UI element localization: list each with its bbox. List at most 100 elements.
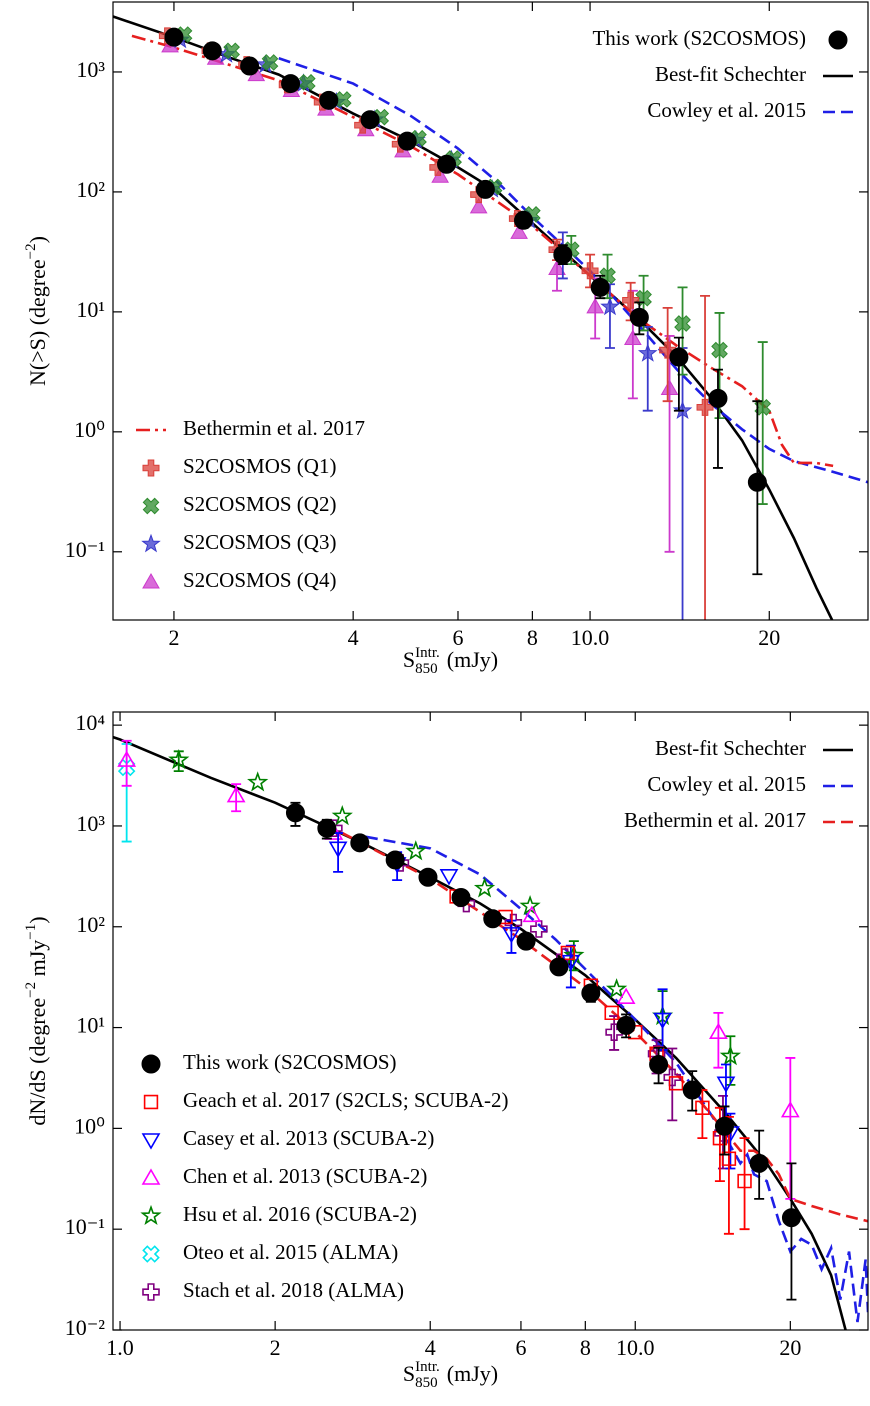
- error-bar: [739, 1137, 750, 1231]
- data-point: [653, 1012, 672, 1030]
- data-point: [319, 90, 339, 110]
- data-point: [581, 983, 601, 1003]
- legend-label: Stach et al. 2018 (ALMA): [183, 1278, 404, 1302]
- data-point: [605, 1023, 623, 1041]
- legend-label: S2COSMOS (Q1): [183, 454, 336, 478]
- curve: [365, 835, 868, 1323]
- x-tick-label: 2: [270, 1335, 281, 1360]
- data-point: [298, 73, 316, 91]
- legend-swatch: [141, 1054, 161, 1074]
- data-point: [708, 388, 728, 408]
- data-point: [117, 750, 137, 767]
- error-bar: [713, 1011, 724, 1069]
- data-point: [502, 927, 521, 944]
- data-point: [451, 888, 471, 908]
- label-part: ): [25, 236, 50, 243]
- data-point: [781, 1208, 801, 1228]
- legend-swatch: [141, 1168, 161, 1185]
- data-point: [475, 179, 495, 199]
- y-tick-label: 10⁰: [74, 417, 105, 442]
- error-bar: [785, 1057, 796, 1200]
- y-tick-label: 10⁻¹: [65, 1214, 105, 1239]
- data-point: [605, 978, 628, 999]
- data-point: [397, 131, 417, 151]
- error-bar: [712, 368, 723, 469]
- label-part: S: [403, 1361, 415, 1386]
- error-bar: [786, 1162, 797, 1301]
- legend-swatch: [141, 1133, 161, 1150]
- label-part: 850: [415, 661, 438, 677]
- x-tick-label: 4: [425, 1335, 436, 1360]
- y-axis-label: dN/dS (degree−2 mJy−1): [23, 916, 50, 1125]
- data-point: [405, 840, 427, 861]
- legend-swatch: [142, 1245, 160, 1263]
- data-point: [516, 931, 536, 951]
- legend-label: S2COSMOS (Q4): [183, 568, 336, 592]
- data-point: [168, 748, 190, 770]
- legend-swatch: [142, 572, 160, 589]
- label-part: ): [25, 916, 50, 923]
- data-point: [483, 909, 503, 929]
- y-tick-label: 10³: [76, 57, 105, 82]
- y-tick-label: 10⁻²: [65, 1315, 106, 1340]
- legend-label: Bethermin et al. 2017: [183, 416, 365, 440]
- x-tick-label: 8: [580, 1335, 591, 1360]
- data-point: [549, 957, 569, 977]
- label-part: N(>S) (degree: [25, 259, 50, 386]
- y-tick-label: 10¹: [76, 297, 105, 322]
- data-point: [164, 27, 184, 47]
- label-part: mJy: [25, 940, 50, 982]
- label-part: −2: [23, 243, 39, 259]
- label-part: S: [403, 647, 415, 672]
- data-point: [616, 987, 636, 1005]
- legend-label: Hsu et al. 2016 (SCUBA-2): [183, 1202, 417, 1226]
- error-bar: [121, 739, 132, 787]
- x-tick-label: 8: [527, 625, 538, 650]
- data-point: [754, 399, 772, 416]
- data-point: [360, 110, 380, 130]
- error-bar: [667, 1047, 678, 1122]
- data-point: [247, 771, 269, 792]
- legend-label: This work (S2COSMOS): [183, 1050, 397, 1074]
- legend-label: Geach et al. 2017 (S2CLS; SCUBA-2): [183, 1088, 508, 1112]
- legend-swatch: [142, 1283, 160, 1301]
- plot-frame: [112, 711, 869, 1331]
- error-bar: [664, 335, 675, 553]
- legend-label: Chen et al. 2013 (SCUBA-2): [183, 1164, 427, 1188]
- data-point: [317, 818, 337, 838]
- label-part: Intr.: [415, 1359, 440, 1375]
- y-tick-label: 10⁴: [75, 710, 105, 735]
- data-point: [586, 297, 605, 314]
- y-tick-label: 10³: [76, 811, 105, 836]
- x-axis-label: SIntr. 850 (mJy): [403, 1359, 498, 1391]
- data-point: [513, 210, 533, 230]
- legend-label: S2COSMOS (Q3): [183, 530, 336, 554]
- y-tick-label: 10⁻¹: [65, 537, 105, 562]
- legend-swatch: [142, 497, 160, 515]
- legend-label: Cowley et al. 2015: [647, 98, 806, 122]
- x-tick-label: 20: [779, 1335, 801, 1360]
- x-tick-label: 10.0: [616, 1335, 655, 1360]
- data-point: [469, 197, 488, 214]
- data-point: [747, 472, 767, 492]
- curve: [341, 831, 868, 1223]
- x-tick-label: 2: [168, 625, 179, 650]
- legend-label: Best-fit Schechter: [655, 736, 806, 760]
- error-bar: [700, 294, 711, 620]
- legend-swatch: [142, 459, 160, 477]
- data-point: [616, 1015, 636, 1035]
- y-tick-label: 10⁰: [74, 1113, 105, 1138]
- data-point: [328, 841, 348, 858]
- data-point: [285, 803, 305, 823]
- data-point: [719, 1045, 742, 1066]
- data-point: [530, 920, 548, 938]
- legend-label: This work (S2COSMOS): [592, 26, 806, 50]
- legend-label: Bethermin et al. 2017: [624, 808, 806, 832]
- label-part: 850: [415, 1375, 438, 1391]
- legend-swatch: [828, 30, 848, 50]
- data-point: [604, 1005, 619, 1021]
- label-part: (mJy): [447, 647, 498, 672]
- data-point: [716, 1076, 736, 1093]
- x-tick-label: 1.0: [106, 1335, 134, 1360]
- x-tick-label: 6: [452, 625, 463, 650]
